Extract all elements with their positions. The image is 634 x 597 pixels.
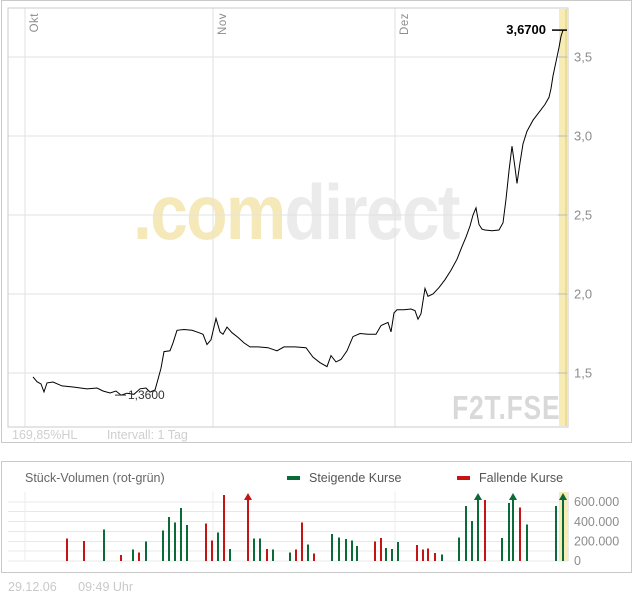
- comdirect-watermark: .comdirect: [133, 173, 461, 251]
- legend-falling-label: Fallende Kurse: [479, 471, 564, 485]
- watermark-direct: direct: [284, 168, 460, 256]
- chart-footer: 169,85%HL Intervall: 1 Tag: [12, 428, 188, 442]
- falling-dash-icon: [457, 476, 470, 480]
- interval-label: Intervall: 1 Tag: [106, 428, 188, 442]
- instrument-symbol: F2T.FSE: [451, 389, 560, 426]
- volume-title: Stück-Volumen (rot-grün): [25, 471, 165, 485]
- status-time: 09:49 Uhr: [78, 580, 134, 594]
- status-bar: 29.12.06 09:49 Uhr: [8, 580, 133, 594]
- legend-rising-label: Steigende Kurse: [309, 471, 402, 485]
- status-date: 29.12.06: [8, 580, 57, 594]
- watermark-com: .com: [133, 168, 286, 256]
- legend-rising: Steigende Kurse: [287, 471, 401, 485]
- performance-label: 169,85%HL: [12, 428, 78, 442]
- rising-dash-icon: [287, 476, 300, 480]
- legend-falling: Fallende Kurse: [457, 471, 563, 485]
